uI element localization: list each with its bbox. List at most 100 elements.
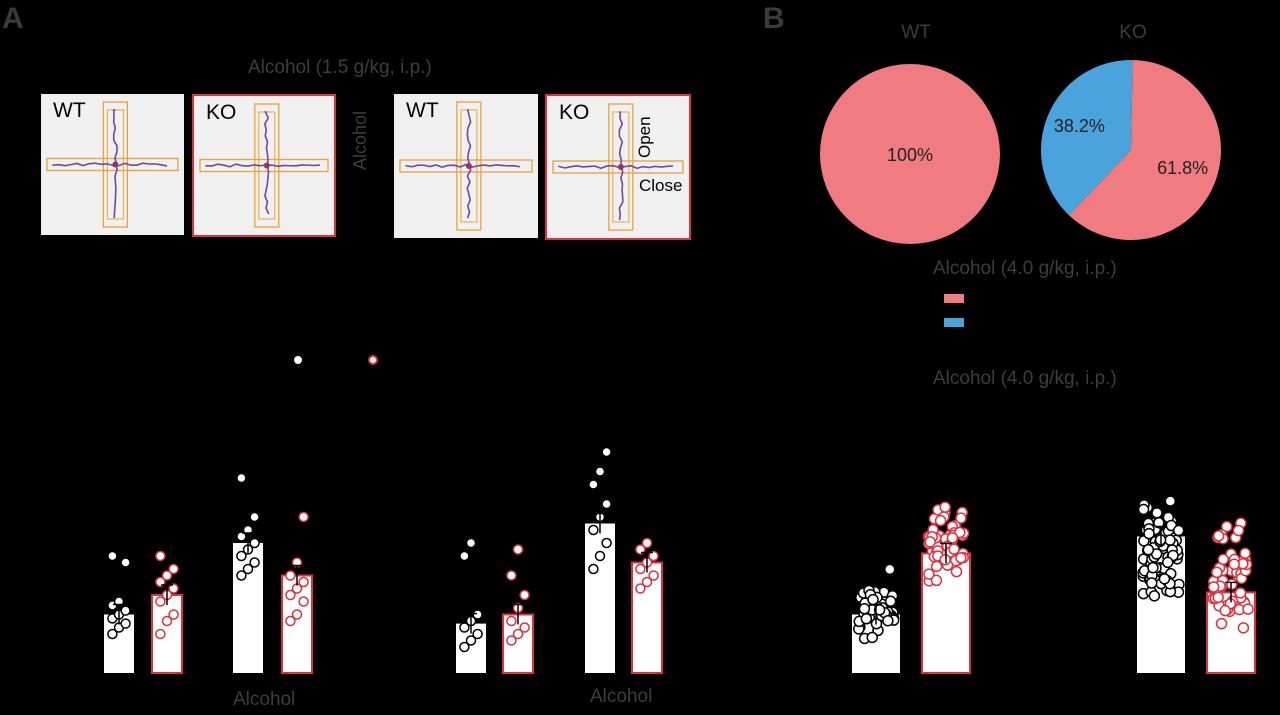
legend-wt-dot	[294, 356, 302, 364]
maze-image-ko-control: KO	[192, 94, 336, 237]
point-3-wt-0-3	[459, 622, 470, 633]
point-4-ko-1-53	[1211, 566, 1223, 579]
point-2-ko-0-2	[168, 609, 179, 620]
point-3-wt-1-3	[588, 524, 599, 536]
point-4-ko-0-33	[923, 568, 935, 580]
point-2-wt-0-2	[120, 618, 131, 629]
point-3-ko-0-1	[512, 628, 524, 640]
point-3-ko-0-2	[519, 622, 530, 633]
point-3-ko-0-7	[512, 544, 524, 555]
point-4-ko-0-27	[930, 574, 943, 587]
panel-letter-a: A	[2, 2, 24, 35]
point-3-ko-0-5	[519, 589, 530, 601]
maze-open-arm	[46, 157, 179, 172]
point-4-wt-0-50	[866, 631, 878, 644]
point-3-wt-1-7	[594, 466, 606, 477]
point-4-wt-1-62	[1161, 556, 1174, 569]
point-4-ko-1-48	[1219, 604, 1231, 617]
point-4-ko-1-26	[1234, 587, 1247, 599]
panel-letter-b: B	[763, 2, 785, 35]
point-3-wt-0-5	[472, 609, 483, 620]
point-4-wt-1-59	[1164, 534, 1176, 546]
close-arm-label: Close	[639, 176, 683, 195]
point-3-wt-1-0	[588, 563, 599, 575]
bar-chart-1-category-label: Alcohol	[233, 689, 296, 710]
point-4-wt-1-25	[1137, 503, 1150, 516]
point-2-ko-1-8	[298, 511, 309, 523]
maze-label: WT	[53, 99, 86, 122]
point-3-wt-1-6	[588, 479, 599, 490]
point-4-wt-1-63	[1158, 573, 1171, 585]
point-2-wt-0-8	[120, 557, 131, 568]
maze-track-vertical	[466, 109, 472, 219]
maze-image-wt-alcohol: WT	[394, 94, 538, 238]
point-4-ko-1-20	[1221, 520, 1233, 533]
maze-image-wt-control: WT	[41, 94, 184, 235]
point-2-wt-1-6	[236, 531, 247, 542]
point-4-ko-1-52	[1217, 553, 1230, 566]
maze-center	[617, 164, 624, 170]
pie-0-label-0: 100%	[887, 145, 933, 165]
point-2-ko-0-7	[161, 570, 173, 581]
point-4-ko-1-50	[1226, 578, 1238, 591]
panel-b-dose-label-2: Alcohol (4.0 g/kg, i.p.)	[933, 368, 1117, 389]
maze-image-ko-alcohol: KO Open Close	[545, 94, 691, 240]
maze-open-arm	[199, 158, 329, 173]
legend-blue-swatch	[944, 318, 964, 327]
point-2-ko-1-0	[285, 615, 296, 627]
point-4-wt-0-54	[867, 593, 879, 606]
point-2-wt-1-9	[236, 472, 247, 484]
point-4-ko-0-49	[924, 536, 936, 548]
point-2-ko-0-9	[155, 550, 166, 562]
maze-track-vertical	[618, 111, 624, 221]
point-2-ko-1-1	[291, 609, 303, 620]
point-3-wt-1-5	[601, 498, 612, 510]
point-2-wt-1-8	[249, 511, 260, 523]
point-4-wt-0-45	[860, 613, 873, 625]
point-4-ko-1-49	[1212, 591, 1224, 604]
pie-0-title: WT	[901, 22, 931, 43]
maze-center	[465, 163, 472, 169]
maze-center	[263, 162, 270, 169]
point-4-wt-1-66	[1172, 524, 1185, 537]
point-2-wt-1-0	[236, 570, 247, 581]
pie-0-slice-0	[820, 64, 1000, 244]
point-4-ko-0-53	[955, 552, 967, 564]
maze-label: KO	[559, 101, 590, 124]
point-4-ko-0-23	[930, 560, 943, 573]
maze-track-vertical	[112, 109, 118, 219]
point-4-wt-1-74	[1145, 577, 1158, 589]
point-4-ko-1-12	[1215, 617, 1228, 630]
pie-1-slice-0	[1068, 60, 1222, 240]
maze-track-horizontal	[205, 163, 321, 168]
point-4-ko-1-33	[1239, 547, 1251, 560]
point-4-wt-0-52	[858, 603, 871, 615]
point-4-wt-0-48	[884, 595, 897, 608]
point-3-ko-0-3	[506, 615, 517, 627]
point-4-wt-1-46	[1148, 590, 1161, 602]
point-3-wt-1-2	[601, 537, 612, 549]
maze-track-horizontal	[558, 164, 674, 170]
point-3-wt-0-2	[472, 628, 483, 640]
point-4-ko-0-45	[955, 512, 967, 524]
panel-a-dose-label: Alcohol (1.5 g/kg, i.p.)	[248, 57, 432, 78]
panel-b-dose-label-1: Alcohol (4.0 g/kg, i.p.)	[933, 258, 1117, 279]
maze-label: WT	[406, 99, 439, 122]
point-2-ko-1-2	[298, 596, 309, 607]
maze-track-horizontal	[405, 163, 521, 169]
point-2-ko-1-5	[298, 576, 309, 588]
point-3-ko-1-2	[648, 570, 659, 581]
maze-track-horizontal	[52, 162, 168, 167]
legend-red-swatch	[944, 294, 964, 303]
point-4-wt-1-78	[1147, 561, 1159, 574]
point-4-ko-0-43	[939, 553, 951, 566]
pie-1-label-1: 38.2%	[1054, 116, 1105, 136]
maze-open-arm	[399, 159, 533, 173]
point-4-ko-0-54	[934, 514, 947, 527]
point-4-wt-1-76	[1142, 544, 1155, 556]
point-2-ko-0-0	[155, 628, 166, 640]
point-2-wt-1-2	[249, 557, 260, 568]
point-3-wt-0-6	[459, 550, 470, 562]
point-4-ko-0-39	[939, 501, 951, 513]
